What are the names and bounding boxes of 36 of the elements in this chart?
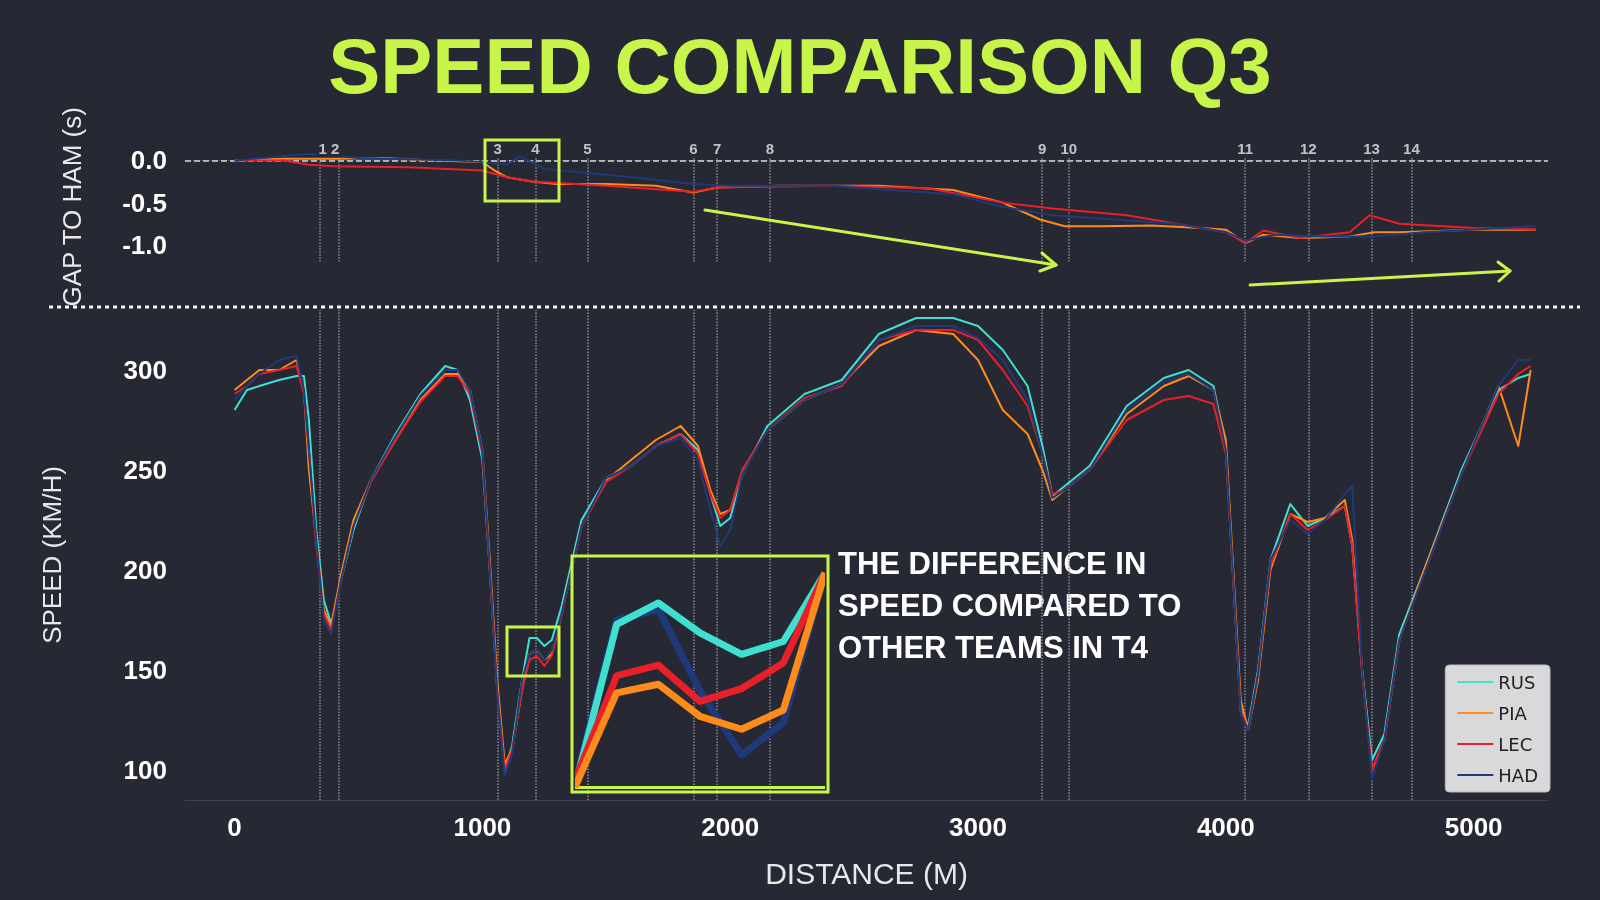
annotation: 1 2 <box>318 140 340 158</box>
chart-title: SPEED COMPARISON Q3 <box>328 22 1272 110</box>
annotation: 13 <box>1363 140 1380 158</box>
annotation: 14 <box>1403 140 1421 158</box>
y-tick-label: -1.0 <box>122 229 167 260</box>
annotation: 8 <box>765 140 775 158</box>
y-tick-label: 250 <box>123 455 167 485</box>
annotation: 12 <box>1300 140 1317 158</box>
annotation: 9 <box>1038 140 1047 158</box>
x-axis-title: DISTANCE (M) <box>765 856 968 890</box>
legend-label: PIA <box>1498 702 1528 724</box>
y-axis-title: SPEED (KM/H) <box>37 466 67 644</box>
annotation: 5 <box>583 140 592 158</box>
x-tick-label: 3000 <box>949 812 1007 842</box>
annotation: 3 <box>493 140 502 158</box>
legend-label: HAD <box>1498 764 1539 786</box>
y-tick-label: 150 <box>123 655 167 685</box>
legend-label: LEC <box>1498 733 1533 755</box>
x-tick-label: 2000 <box>701 812 760 842</box>
x-tick-label: 0 <box>227 812 242 842</box>
y-tick-label: 100 <box>123 755 167 785</box>
y-axis-title: GAP TO HAM (s) <box>57 107 87 307</box>
legend-label: RUS <box>1498 671 1536 693</box>
x-tick-label: 4000 <box>1196 812 1255 842</box>
y-tick-label: 300 <box>123 355 167 385</box>
annotation: THE DIFFERENCE IN SPEED COMPARED TO OTHER TEAMS IN T4 <box>838 545 1190 665</box>
annotation: 10 <box>1060 140 1078 158</box>
x-tick-label: 1000 <box>453 812 512 842</box>
x-tick-label: 5000 <box>1444 812 1503 842</box>
y-tick-label: -0.5 <box>122 187 167 218</box>
annotation: 6 <box>689 140 698 158</box>
y-tick-label: 0.0 <box>130 145 167 176</box>
y-tick-label: 200 <box>123 555 167 585</box>
annotation: 4 <box>531 140 541 158</box>
annotation: 7 <box>712 140 722 158</box>
annotation: 11 <box>1237 140 1254 158</box>
